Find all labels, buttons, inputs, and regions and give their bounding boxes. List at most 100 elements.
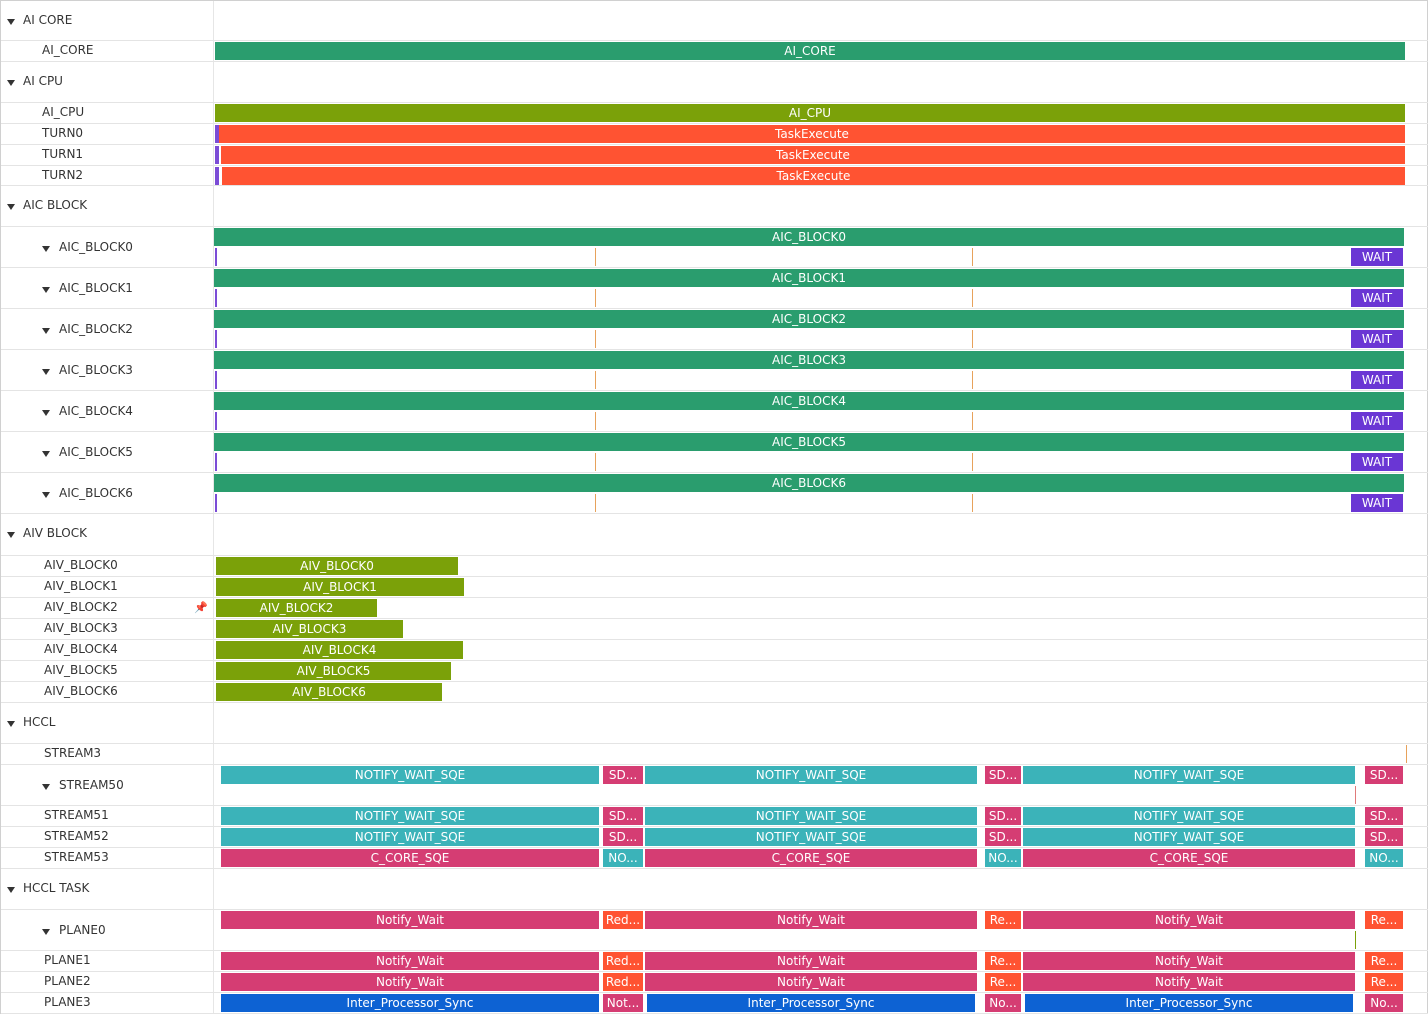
timeline-bar[interactable]: NOTIFY_WAIT_SQE [221, 828, 599, 846]
timeline-bar[interactable]: Red... [603, 973, 643, 991]
timeline-bar[interactable]: AIV_BLOCK1 [216, 578, 464, 596]
event-tick[interactable] [215, 453, 217, 471]
track-label[interactable]: AIC_BLOCK4 [59, 404, 133, 418]
timeline-bar[interactable]: TaskExecute [219, 125, 1405, 143]
collapse-caret-icon[interactable] [42, 929, 50, 935]
timeline-bar[interactable]: Notify_Wait [645, 973, 977, 991]
pin-icon[interactable]: 📌 [194, 601, 208, 614]
timeline-bar[interactable]: SD... [1365, 807, 1403, 825]
timeline-bar[interactable]: NOTIFY_WAIT_SQE [221, 766, 599, 784]
block-bar[interactable]: AIC_BLOCK3 [214, 351, 1404, 369]
timeline-bar[interactable]: Notify_Wait [221, 952, 599, 970]
collapse-caret-icon[interactable] [42, 287, 50, 293]
timeline-bar[interactable]: AI_CORE [215, 42, 1405, 60]
event-tick[interactable] [595, 371, 596, 389]
timeline-bar[interactable]: Notify_Wait [221, 911, 599, 929]
collapse-caret-icon[interactable] [7, 887, 15, 893]
timeline-bar[interactable]: NOTIFY_WAIT_SQE [645, 807, 977, 825]
timeline-bar[interactable]: Red... [603, 911, 643, 929]
timeline-bar[interactable]: Re... [1365, 952, 1403, 970]
event-tick[interactable] [595, 289, 596, 307]
collapse-caret-icon[interactable] [42, 451, 50, 457]
timeline-bar[interactable]: Notify_Wait [1023, 952, 1355, 970]
event-tick[interactable] [215, 494, 217, 512]
collapse-caret-icon[interactable] [42, 328, 50, 334]
wait-bar[interactable]: WAIT [1351, 330, 1403, 348]
collapse-caret-icon[interactable] [42, 784, 50, 790]
timeline-bar[interactable]: NOTIFY_WAIT_SQE [645, 766, 977, 784]
wait-bar[interactable]: WAIT [1351, 412, 1403, 430]
timeline-bar[interactable]: TaskExecute [222, 167, 1405, 185]
collapse-caret-icon[interactable] [7, 532, 15, 538]
group-label[interactable]: HCCL [23, 715, 56, 729]
block-bar[interactable]: AIC_BLOCK2 [214, 310, 1404, 328]
event-tick[interactable] [972, 371, 973, 389]
timeline-bar[interactable]: Re... [1365, 911, 1403, 929]
event-tick[interactable] [215, 289, 217, 307]
timeline-bar[interactable]: No... [1365, 994, 1403, 1012]
event-tick[interactable] [595, 248, 596, 266]
track-label[interactable]: AIC_BLOCK5 [59, 445, 133, 459]
timeline-bar[interactable]: TaskExecute [221, 146, 1405, 164]
timeline-bar[interactable]: SD... [985, 828, 1021, 846]
track-label[interactable]: STREAM50 [59, 778, 124, 792]
timeline-bar[interactable]: Inter_Processor_Sync [647, 994, 975, 1012]
timeline-bar[interactable]: Inter_Processor_Sync [1025, 994, 1353, 1012]
timeline-bar[interactable]: AI_CPU [215, 104, 1405, 122]
event-tick[interactable] [595, 330, 596, 348]
event-tick[interactable] [1406, 745, 1407, 763]
track-label[interactable]: AIC_BLOCK2 [59, 322, 133, 336]
timeline-bar[interactable]: AIV_BLOCK4 [216, 641, 463, 659]
track-label[interactable]: AIC_BLOCK6 [59, 486, 133, 500]
track-label[interactable]: AIC_BLOCK0 [59, 240, 133, 254]
timeline-bar[interactable]: SD... [1365, 828, 1403, 846]
timeline-bar[interactable]: Notify_Wait [1023, 973, 1355, 991]
event-tick[interactable] [972, 494, 973, 512]
timeline-bar[interactable]: Inter_Processor_Sync [221, 994, 599, 1012]
track-label[interactable]: AIC_BLOCK3 [59, 363, 133, 377]
collapse-caret-icon[interactable] [42, 410, 50, 416]
event-tick[interactable] [972, 289, 973, 307]
event-tick[interactable] [1355, 931, 1356, 949]
timeline-bar[interactable]: AIV_BLOCK5 [216, 662, 451, 680]
wait-bar[interactable]: WAIT [1351, 371, 1403, 389]
timeline-bar[interactable]: NOTIFY_WAIT_SQE [1023, 807, 1355, 825]
timeline-bar[interactable]: AIV_BLOCK2 [216, 599, 377, 617]
timeline-bar[interactable]: SD... [1365, 766, 1403, 784]
block-bar[interactable]: AIC_BLOCK1 [214, 269, 1404, 287]
timeline-bar[interactable]: Re... [985, 911, 1021, 929]
timeline-bar[interactable]: Re... [985, 952, 1021, 970]
event-tick[interactable] [215, 248, 217, 266]
event-tick[interactable] [215, 146, 219, 164]
timeline-bar[interactable]: Not... [603, 994, 643, 1012]
timeline-bar[interactable]: NOTIFY_WAIT_SQE [645, 828, 977, 846]
timeline-bar[interactable]: SD... [985, 766, 1021, 784]
event-tick[interactable] [972, 412, 973, 430]
timeline-bar[interactable]: NOTIFY_WAIT_SQE [1023, 828, 1355, 846]
timeline-bar[interactable]: NO... [985, 849, 1021, 867]
event-tick[interactable] [1355, 786, 1356, 804]
event-tick[interactable] [595, 494, 596, 512]
event-tick[interactable] [215, 125, 219, 143]
block-bar[interactable]: AIC_BLOCK5 [214, 433, 1404, 451]
timeline-bar[interactable]: C_CORE_SQE [221, 849, 599, 867]
track-label[interactable]: AIC_BLOCK1 [59, 281, 133, 295]
timeline-bar[interactable]: AIV_BLOCK6 [216, 683, 442, 701]
timeline-bar[interactable]: NO... [603, 849, 643, 867]
timeline-bar[interactable]: SD... [603, 807, 643, 825]
group-label[interactable]: AIC BLOCK [23, 198, 88, 212]
collapse-caret-icon[interactable] [7, 80, 15, 86]
group-label[interactable]: AIV BLOCK [23, 526, 87, 540]
wait-bar[interactable]: WAIT [1351, 494, 1403, 512]
timeline-bar[interactable]: C_CORE_SQE [645, 849, 977, 867]
event-tick[interactable] [595, 412, 596, 430]
collapse-caret-icon[interactable] [42, 369, 50, 375]
group-label[interactable]: HCCL TASK [23, 881, 90, 895]
block-bar[interactable]: AIC_BLOCK0 [214, 228, 1404, 246]
timeline-bar[interactable]: NOTIFY_WAIT_SQE [221, 807, 599, 825]
wait-bar[interactable]: WAIT [1351, 289, 1403, 307]
wait-bar[interactable]: WAIT [1351, 248, 1403, 266]
timeline-bar[interactable]: NO... [1365, 849, 1403, 867]
wait-bar[interactable]: WAIT [1351, 453, 1403, 471]
timeline-bar[interactable]: AIV_BLOCK0 [216, 557, 458, 575]
